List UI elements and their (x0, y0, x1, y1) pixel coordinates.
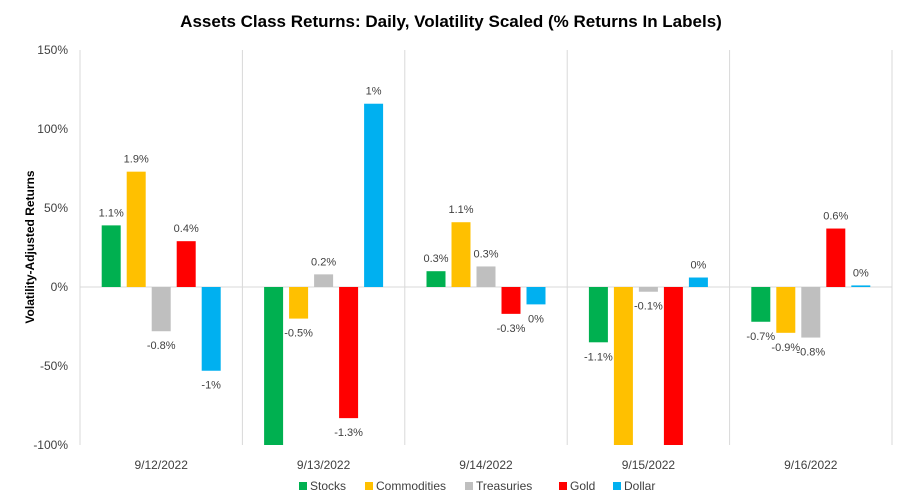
data-label: 0.6% (823, 211, 848, 223)
data-label: -0.7% (746, 331, 775, 343)
y-tick-label: 0% (51, 280, 69, 294)
category-separators (79, 50, 893, 445)
chart-title: Assets Class Returns: Daily, Volatility … (180, 12, 722, 31)
legend-label-dollar: Dollar (624, 479, 655, 493)
x-tick-label: 9/16/2022 (784, 458, 838, 472)
x-tick-label: 9/12/2022 (135, 458, 189, 472)
y-axis-label: Volatility-Adjusted Returns (23, 170, 37, 323)
legend-swatch-stocks (299, 482, 307, 490)
legend-label-gold: Gold (570, 479, 595, 493)
legend-label-treasuries: Treasuries (476, 479, 532, 493)
legend: Stocks Commodities Treasuries Gold Dollar (299, 479, 655, 493)
legend-label-commodities: Commodities (376, 479, 446, 493)
bar-stocks (101, 225, 121, 287)
data-label: 1.1% (99, 207, 124, 219)
bar-gold (826, 228, 846, 287)
data-labels-group: 1.1% 1.9% -0.8% 0.4% -1% -0.5% 0.2% -1.3% 1% 0.3%… (99, 86, 869, 439)
bar-stocks (588, 287, 608, 343)
bar-treasuries (801, 287, 821, 338)
bars-group (101, 103, 871, 445)
legend-swatch-dollar (613, 482, 621, 490)
legend-swatch-commodities (365, 482, 373, 490)
bar-stocks (426, 271, 446, 287)
bar-treasuries (638, 287, 658, 292)
data-label: 0% (853, 267, 869, 279)
x-axis-ticks: 9/12/2022 9/13/2022 9/14/2022 9/15/2022 9/16… (135, 458, 838, 472)
x-tick-label: 9/14/2022 (459, 458, 513, 472)
y-tick-label: 150% (37, 43, 68, 57)
data-label: -0.8% (796, 347, 825, 359)
data-label: -0.9% (771, 342, 800, 354)
data-label: -1.1% (584, 351, 613, 363)
data-label: 1.1% (448, 204, 473, 216)
y-axis-ticks: -100% -50% 0% 50% 100% 150% (33, 43, 68, 452)
data-label: 0% (690, 260, 706, 272)
bar-treasuries (476, 266, 496, 287)
y-tick-label: 50% (44, 201, 68, 215)
legend-label-stocks: Stocks (310, 479, 346, 493)
bar-dollar (364, 103, 384, 287)
data-label: 1% (366, 86, 382, 98)
data-label: 0.4% (174, 223, 199, 235)
bar-gold (663, 287, 683, 445)
data-label: 0.3% (473, 248, 498, 260)
data-label: -1% (201, 380, 221, 392)
data-label: 1.9% (124, 154, 149, 166)
data-label: -1.3% (334, 427, 363, 439)
y-tick-label: 100% (37, 122, 68, 136)
bar-commodities (613, 287, 633, 445)
y-tick-label: -100% (33, 438, 68, 452)
y-tick-label: -50% (40, 359, 68, 373)
bar-commodities (451, 222, 471, 287)
bar-treasuries (151, 287, 171, 332)
data-label: 0% (528, 313, 544, 325)
bar-gold (501, 287, 521, 314)
bar-gold (339, 287, 359, 419)
bar-gold (176, 241, 196, 287)
data-label: 0.2% (311, 256, 336, 268)
bar-stocks (751, 287, 771, 322)
x-tick-label: 9/13/2022 (297, 458, 351, 472)
bar-commodities (289, 287, 309, 319)
bar-dollar (201, 287, 221, 371)
bar-dollar (688, 277, 708, 287)
data-label: 0.3% (423, 253, 448, 265)
bar-dollar (851, 285, 871, 287)
data-label: -0.5% (284, 328, 313, 340)
bar-commodities (776, 287, 796, 333)
data-label: -0.8% (147, 340, 176, 352)
data-label: -0.3% (497, 323, 526, 335)
data-label: -0.1% (634, 301, 663, 313)
x-tick-label: 9/15/2022 (622, 458, 676, 472)
bar-treasuries (314, 274, 334, 287)
bar-commodities (126, 171, 146, 287)
legend-swatch-treasuries (465, 482, 473, 490)
legend-swatch-gold (559, 482, 567, 490)
bar-stocks (264, 287, 284, 445)
bar-dollar (526, 287, 546, 305)
